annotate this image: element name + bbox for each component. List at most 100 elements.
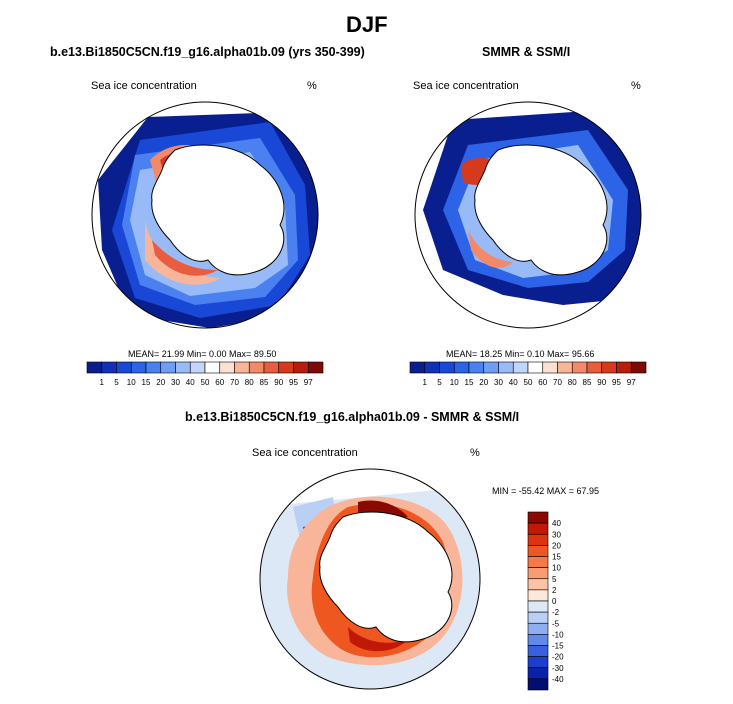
obs-colorbar-swatch xyxy=(483,361,499,374)
model-colorbar-swatch xyxy=(116,361,132,374)
model-colorbar-tick-label: 70 xyxy=(230,378,239,387)
model-colorbar-tick-label: 85 xyxy=(260,378,269,387)
diff-colorbar-tick-label: -40 xyxy=(552,675,564,684)
model-colorbar-swatch xyxy=(160,361,176,374)
model-colorbar-swatch xyxy=(248,361,265,374)
diff-colorbar-tick-label: 0 xyxy=(552,597,557,606)
diff-colorbar-tick-label: 20 xyxy=(552,541,561,550)
model-colorbar-swatch xyxy=(145,361,162,374)
model-colorbar-tick-label: 1 xyxy=(100,378,105,387)
model-field-label: Sea ice concentration xyxy=(91,80,197,92)
diff-field-label: Sea ice concentration xyxy=(252,447,358,459)
model-colorbar-tick-label: 95 xyxy=(289,378,298,387)
diff-colorbar-swatch xyxy=(527,600,549,613)
model-colorbar-swatch xyxy=(278,361,294,374)
model-colorbar-tick-label: 40 xyxy=(186,378,195,387)
obs-colorbar-tick-label: 90 xyxy=(597,378,606,387)
diff-colorbar-swatch xyxy=(527,634,549,646)
model-colorbar-tick-label: 20 xyxy=(156,378,165,387)
diff-colorbar-tick-label: -5 xyxy=(552,619,560,628)
model-colorbar-swatch xyxy=(189,361,206,374)
model-colorbar-tick-label: 80 xyxy=(245,378,254,387)
model-colorbar-tick-label: 15 xyxy=(142,378,151,387)
obs-colorbar-swatch xyxy=(586,361,603,374)
model-colorbar-swatch xyxy=(130,361,147,374)
diff-colorbar-swatch xyxy=(527,589,549,602)
obs-colorbar-swatch xyxy=(557,361,573,374)
diff-colorbar-tick-label: -2 xyxy=(552,608,560,617)
obs-colorbar-swatch xyxy=(571,361,588,374)
diff-colorbar-swatch xyxy=(527,522,549,535)
diff-colorbar-swatch xyxy=(527,533,549,546)
diff-colorbar-swatch xyxy=(527,622,549,635)
model-colorbar-swatch xyxy=(219,361,235,374)
diff-colorbar-swatch xyxy=(527,511,549,524)
diff-colorbar-swatch xyxy=(527,578,549,591)
diff-colorbar-tick-label: 5 xyxy=(552,575,557,584)
model-colorbar-swatch xyxy=(101,361,117,374)
obs-colorbar-tick-label: 95 xyxy=(612,378,621,387)
obs-colorbar-tick-label: 15 xyxy=(465,378,474,387)
obs-colorbar-tick-label: 10 xyxy=(450,378,459,387)
model-polar-map xyxy=(91,101,319,329)
obs-colorbar-swatch xyxy=(453,361,470,374)
model-colorbar: 1 5 10 15 20 30 40 50 60 70 80 85 90 95 97 xyxy=(86,361,324,387)
diff-colorbar-swatch xyxy=(527,667,549,680)
obs-colorbar-swatch xyxy=(424,361,440,374)
obs-colorbar-swatch xyxy=(542,361,558,374)
model-colorbar-tick-label: 97 xyxy=(304,378,313,387)
diff-colorbar-tick-label: -20 xyxy=(552,653,564,662)
diff-colorbar-swatch xyxy=(527,545,549,557)
diff-colorbar-tick-label: 15 xyxy=(552,553,561,562)
model-colorbar-swatch xyxy=(86,361,103,374)
model-colorbar-tick-label: 30 xyxy=(171,378,180,387)
obs-colorbar-swatch xyxy=(616,361,632,374)
model-colorbar-swatch xyxy=(204,361,221,374)
diff-colorbar-tick-label: -10 xyxy=(552,630,564,639)
diff-colorbar-swatch xyxy=(527,556,549,568)
obs-units-label: % xyxy=(631,80,641,92)
obs-colorbar-swatch xyxy=(601,361,617,374)
obs-stats: MEAN= 18.25 Min= 0.10 Max= 95.66 xyxy=(446,349,595,359)
diff-stats: MIN = -55.42 MAX = 67.95 xyxy=(492,486,600,496)
obs-colorbar-tick-label: 50 xyxy=(524,378,533,387)
obs-colorbar-swatch xyxy=(512,361,529,374)
model-colorbar-tick-label: 60 xyxy=(215,378,224,387)
obs-colorbar-tick-label: 1 xyxy=(423,378,428,387)
obs-colorbar-tick-label: 30 xyxy=(494,378,503,387)
obs-colorbar-swatch xyxy=(630,361,647,374)
model-colorbar-swatch xyxy=(234,361,250,374)
diff-colorbar-tick-label: -15 xyxy=(552,642,564,651)
obs-colorbar-swatch xyxy=(439,361,455,374)
season-title: DJF xyxy=(346,12,388,37)
obs-colorbar-swatch xyxy=(409,361,426,374)
model-colorbar-tick-label: 5 xyxy=(114,378,119,387)
obs-colorbar-tick-label: 80 xyxy=(568,378,577,387)
model-colorbar-swatch xyxy=(263,361,280,374)
obs-colorbar-tick-label: 5 xyxy=(437,378,442,387)
obs-colorbar-tick-label: 70 xyxy=(553,378,562,387)
diff-colorbar-tick-label: 10 xyxy=(552,564,561,573)
obs-colorbar-swatch xyxy=(498,361,514,374)
model-colorbar-swatch xyxy=(307,361,324,374)
diff-panel-title: b.e13.Bi1850C5CN.f19_g16.alpha01b.09 - S… xyxy=(185,410,520,424)
diff-colorbar-tick-label: 30 xyxy=(552,530,561,539)
diff-polar-map xyxy=(259,468,481,690)
model-panel-title: b.e13.Bi1850C5CN.f19_g16.alpha01b.09 (yr… xyxy=(50,45,365,59)
obs-panel-title: SMMR & SSM/I xyxy=(482,45,571,59)
model-colorbar-swatch xyxy=(293,361,309,374)
obs-colorbar-tick-label: 97 xyxy=(627,378,636,387)
model-colorbar-tick-label: 10 xyxy=(127,378,136,387)
diff-colorbar-tick-label: 40 xyxy=(552,519,561,528)
obs-colorbar-tick-label: 40 xyxy=(509,378,518,387)
obs-field-label: Sea ice concentration xyxy=(413,80,519,92)
obs-colorbar-tick-label: 20 xyxy=(479,378,488,387)
diff-colorbar-swatch xyxy=(527,645,549,657)
obs-colorbar-tick-label: 85 xyxy=(583,378,592,387)
obs-colorbar: 1 5 10 15 20 30 40 50 60 70 80 85 90 95 97 xyxy=(409,361,647,387)
obs-colorbar-swatch xyxy=(468,361,485,374)
obs-colorbar-tick-label: 60 xyxy=(538,378,547,387)
diff-units-label: % xyxy=(470,447,480,459)
obs-polar-map xyxy=(414,101,642,329)
